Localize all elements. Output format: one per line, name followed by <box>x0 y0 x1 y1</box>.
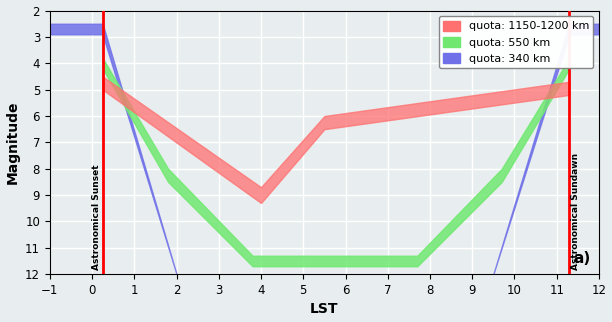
Text: Astronomical Sunset: Astronomical Sunset <box>92 165 100 270</box>
Y-axis label: Magnitude: Magnitude <box>6 100 20 184</box>
X-axis label: LST: LST <box>310 302 338 317</box>
Text: Astronomical Sundawn: Astronomical Sundawn <box>572 153 581 270</box>
Text: a): a) <box>573 251 591 266</box>
Legend: quota: 1150-1200 km, quota: 550 km, quota: 340 km: quota: 1150-1200 km, quota: 550 km, quot… <box>439 16 594 69</box>
